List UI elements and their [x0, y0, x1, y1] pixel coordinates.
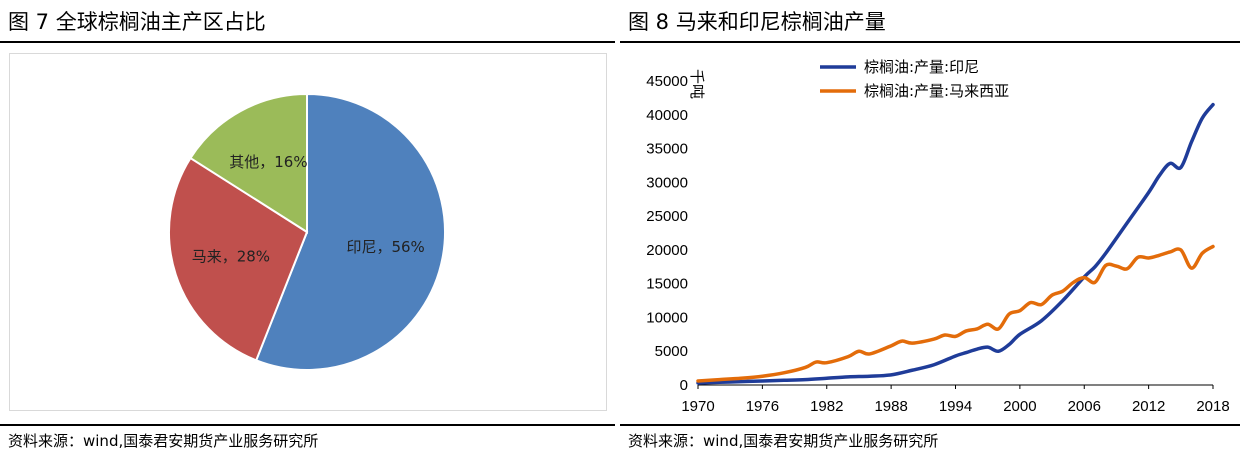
series-line-2 [696, 244, 1215, 383]
line-source-note: 资料来源：wind,国泰君安期货产业服务研究所 [628, 432, 939, 450]
pie-title-rule [0, 41, 615, 43]
legend-label-2: 棕榈油:产量:马来西亚 [864, 82, 1009, 100]
y-tick-label-2: 10000 [646, 309, 688, 326]
x-tick-label-8: 2018 [1196, 398, 1229, 415]
pie-slice-label-3: 其他，16% [229, 153, 307, 171]
legend-label-1: 棕榈油:产量:印尼 [864, 58, 979, 76]
y-tick-label-5: 25000 [646, 208, 688, 225]
pie-source-note: 资料来源：wind,国泰君安期货产业服务研究所 [8, 432, 319, 450]
y-tick-label-9: 45000 [646, 73, 688, 90]
series-line-1 [696, 102, 1215, 385]
line-chart: 0 5000 10000 15000 20000 25000 30000 35000 40000… [646, 58, 1229, 415]
pie-figure-title: 图 7 全球棕榈油主产区占比 [8, 10, 266, 34]
line-panel: 图 8 马来和印尼棕榈油产量 0 5000 10000 15000 20000 25000… [620, 0, 1240, 455]
x-tick-label-2: 1982 [810, 398, 843, 415]
pie-slice-label-2: 马来，28% [192, 248, 270, 266]
x-tick-label-3: 1988 [874, 398, 907, 415]
pie-panel: 图 7 全球棕榈油主产区占比 印尼，56% 马来，28% 其他，16% 资料来源：w… [0, 0, 615, 455]
line-source-rule [620, 424, 1240, 426]
y-tick-label-7: 35000 [646, 141, 688, 158]
line-title-rule [620, 41, 1240, 43]
pie-chart: 印尼，56% 马来，28% 其他，16% [168, 92, 446, 371]
y-tick-label-8: 40000 [646, 107, 688, 124]
pie-slice-3 [189, 92, 308, 234]
pie-slice-1 [254, 92, 446, 371]
x-tick-label-5: 2000 [1003, 398, 1036, 415]
line-figure-title: 图 8 马来和印尼棕榈油产量 [628, 10, 886, 34]
pie-plot-frame [9, 53, 607, 411]
y-tick-label-3: 15000 [646, 276, 688, 293]
pie-slice-2 [168, 156, 309, 362]
y-tick-label-0: 0 [680, 377, 688, 394]
pie-source-rule [0, 424, 615, 426]
y-axis-unit: 千吨 [688, 69, 705, 99]
x-tick-label-7: 2012 [1132, 398, 1165, 415]
y-tick-label-1: 5000 [655, 343, 688, 360]
x-tick-label-1: 1976 [746, 398, 779, 415]
y-tick-label-6: 30000 [646, 174, 688, 191]
y-tick-label-4: 20000 [646, 242, 688, 259]
x-tick-label-4: 1994 [939, 398, 972, 415]
pie-slice-label-1: 印尼，56% [346, 238, 424, 256]
x-tick-label-0: 1970 [681, 398, 714, 415]
x-tick-label-6: 2006 [1068, 398, 1101, 415]
